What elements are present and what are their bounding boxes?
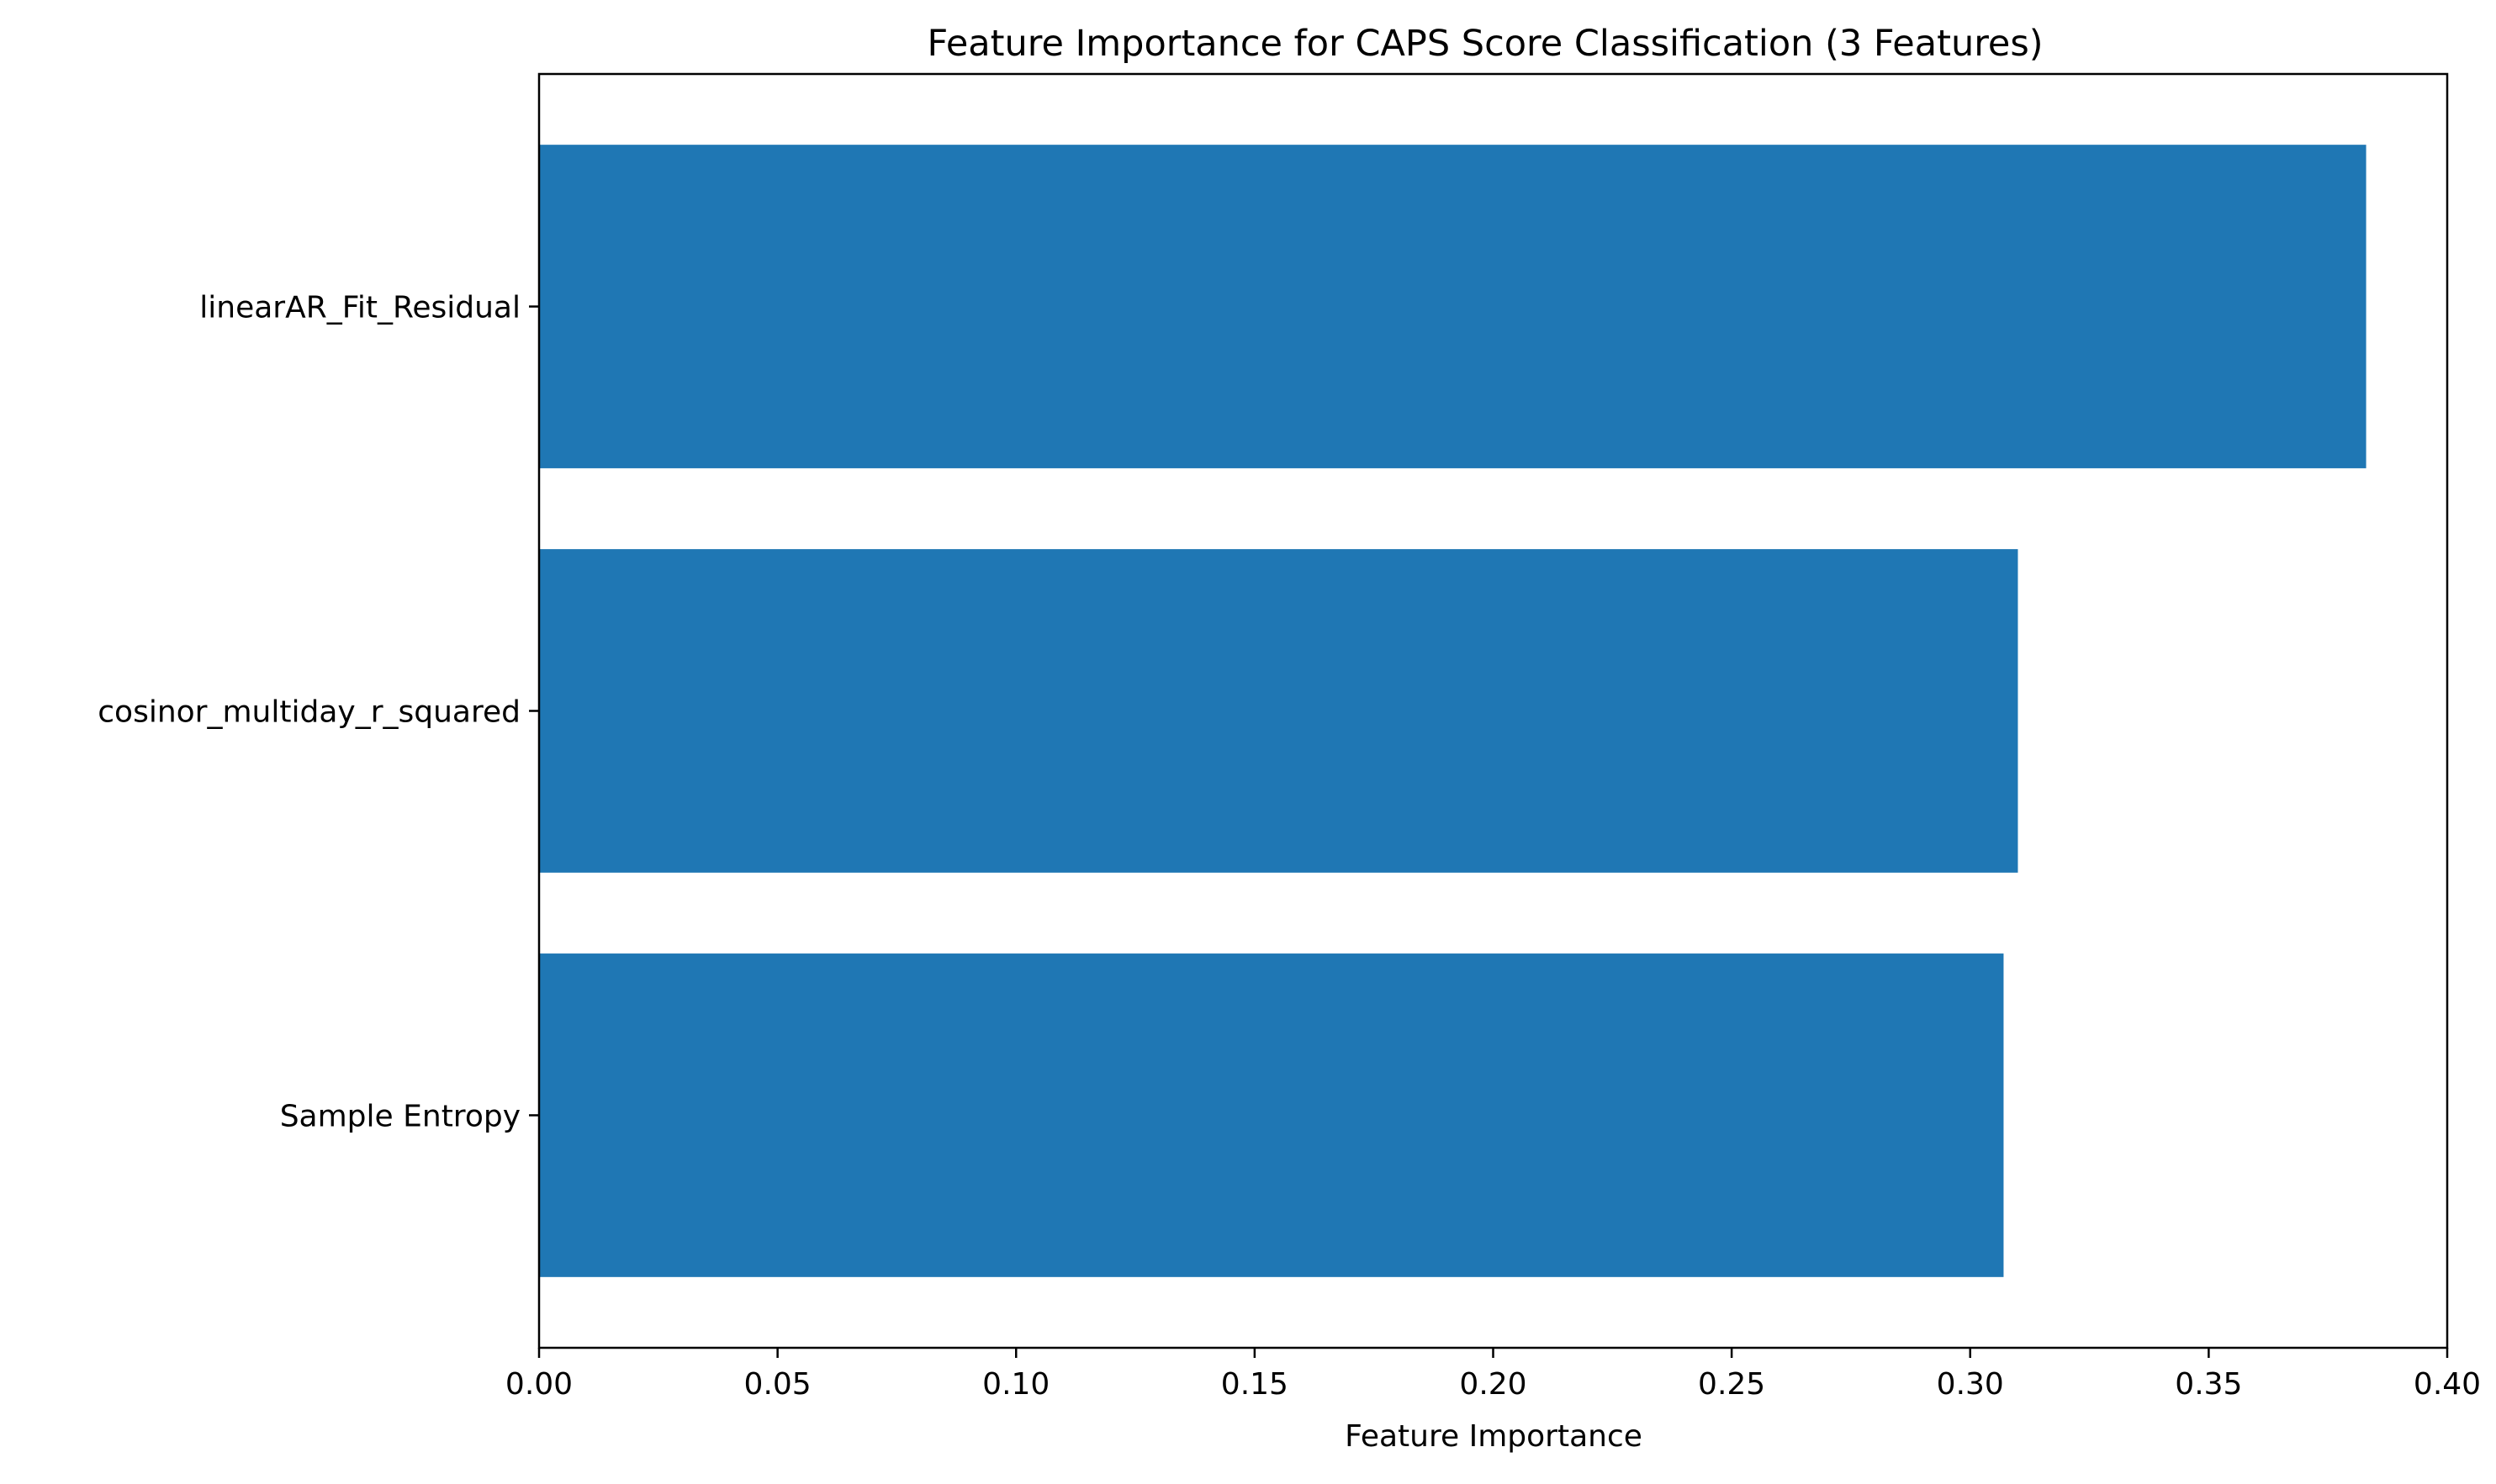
y-tick-label: cosinor_multiday_r_squared bbox=[98, 695, 521, 730]
bar-group bbox=[539, 145, 2366, 1277]
y-tick-label: Sample Entropy bbox=[280, 1099, 521, 1133]
x-tick-label: 0.15 bbox=[1221, 1367, 1288, 1402]
x-tick-label: 0.10 bbox=[982, 1367, 1050, 1402]
x-tick-label: 0.05 bbox=[744, 1367, 812, 1402]
x-tick-label: 0.00 bbox=[505, 1367, 573, 1402]
x-tick-label: 0.25 bbox=[1698, 1367, 1765, 1402]
bar bbox=[539, 145, 2366, 468]
chart-title: Feature Importance for CAPS Score Classi… bbox=[927, 23, 2043, 65]
bar bbox=[539, 953, 2004, 1277]
x-axis-label: Feature Importance bbox=[1345, 1419, 1642, 1454]
bar bbox=[539, 549, 2018, 873]
x-axis-ticks: 0.00 0.05 0.10 0.15 0.20 0.25 0.30 0.35 0.40 bbox=[505, 1348, 2481, 1402]
y-axis-ticks: linearAR_Fit_Residual cosinor_multiday_r_… bbox=[98, 291, 539, 1133]
x-tick-label: 0.20 bbox=[1459, 1367, 1526, 1402]
x-tick-label: 0.30 bbox=[1937, 1367, 2004, 1402]
y-tick-label: linearAR_Fit_Residual bbox=[199, 291, 521, 325]
x-tick-label: 0.40 bbox=[2414, 1367, 2481, 1402]
x-tick-label: 0.35 bbox=[2175, 1367, 2242, 1402]
